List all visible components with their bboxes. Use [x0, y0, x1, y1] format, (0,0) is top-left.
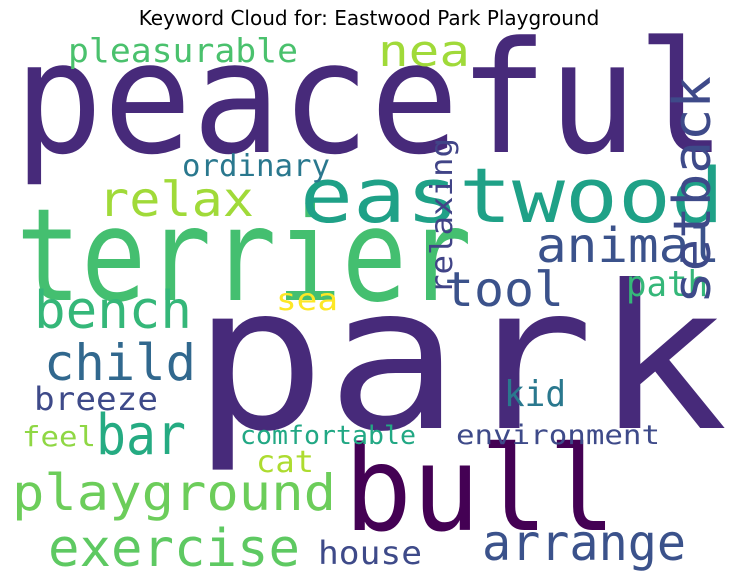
- word-tool: tool: [444, 262, 564, 318]
- word-bull: bull: [344, 420, 616, 558]
- word-feel: feel: [22, 420, 96, 453]
- word-ordinary: ordinary: [182, 149, 330, 184]
- word-house: house: [318, 534, 422, 572]
- word-kid: kid: [504, 374, 566, 415]
- word-setback: setback: [663, 76, 723, 304]
- word-cat: cat: [256, 445, 314, 480]
- word-environment: environment: [456, 420, 660, 451]
- word-comfortable: comfortable: [240, 421, 416, 451]
- word-animal: animal: [536, 218, 720, 274]
- word-relaxing: relaxing: [425, 138, 460, 294]
- word-bench: bench: [34, 281, 192, 341]
- word-sea: sea: [276, 283, 338, 318]
- word-breeze: breeze: [34, 380, 158, 418]
- word-exercise: exercise: [48, 519, 300, 579]
- word-terrier: terrier: [16, 182, 472, 331]
- word-park: park: [192, 243, 728, 476]
- word-path: path: [626, 264, 708, 305]
- word-playground: playground: [12, 464, 336, 522]
- word-bar: bar: [96, 403, 186, 468]
- word-eastwood: eastwood: [300, 151, 724, 240]
- word-arrange: arrange: [482, 514, 686, 572]
- word-child: child: [44, 334, 196, 392]
- word-pleasurable: pleasurable: [68, 31, 298, 70]
- cloud-title: Keyword Cloud for: Eastwood Park Playgro…: [138, 6, 600, 30]
- word-relax: relax: [98, 172, 254, 228]
- word-peaceful: peaceful: [14, 8, 726, 189]
- word-nea: nea: [378, 26, 470, 77]
